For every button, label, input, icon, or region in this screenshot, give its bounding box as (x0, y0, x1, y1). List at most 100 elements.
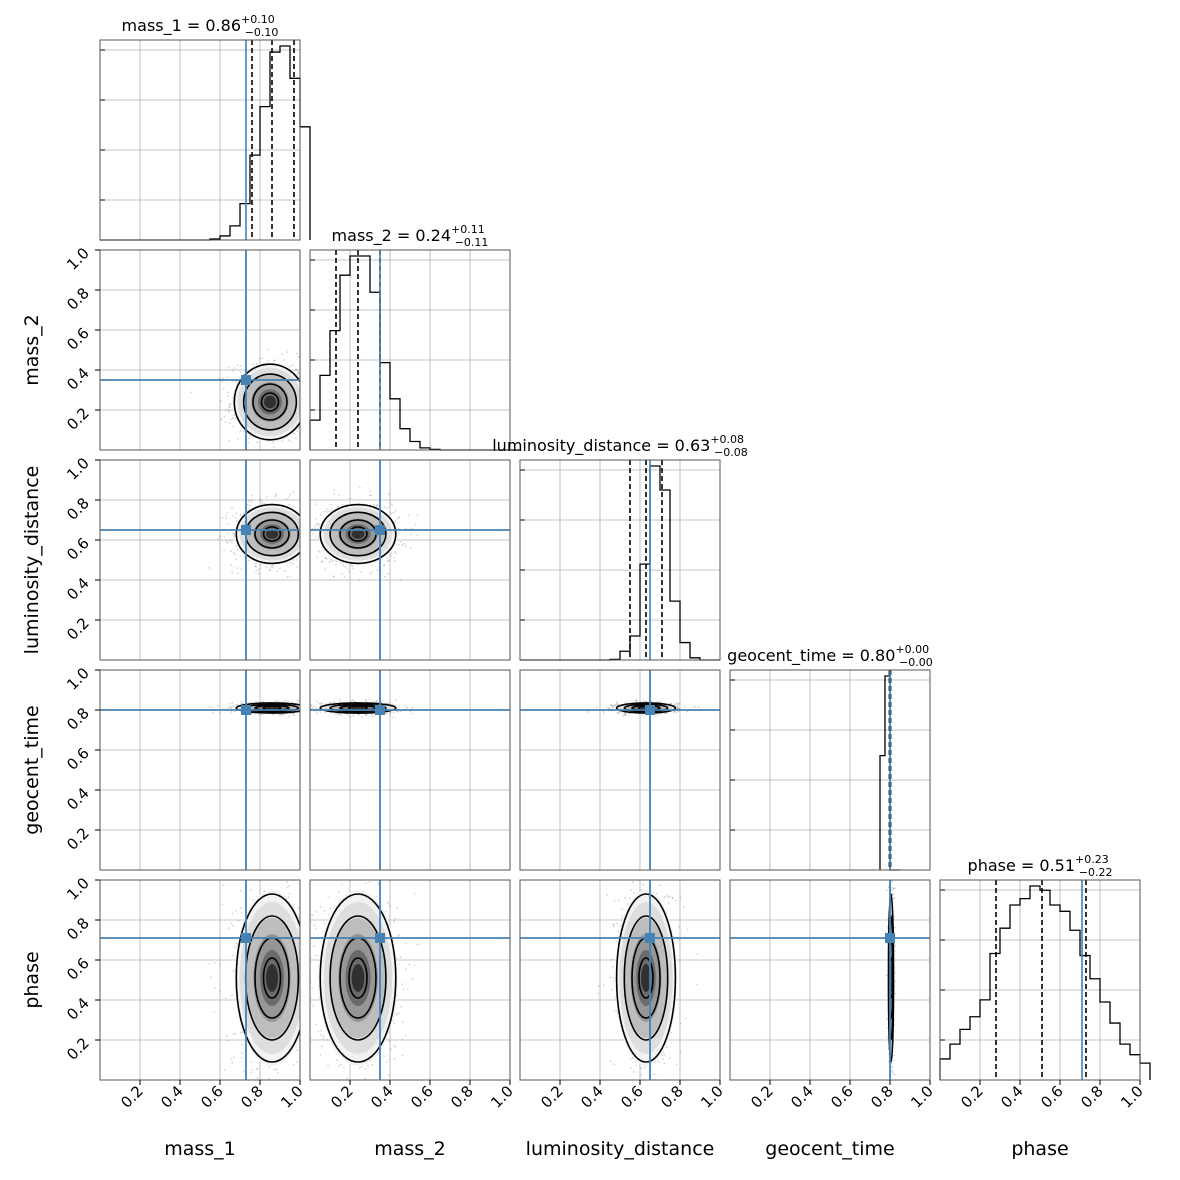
scatter-point (352, 567, 355, 570)
scatter-point (256, 1077, 259, 1079)
scatter-point (694, 706, 696, 708)
scatter-point (272, 441, 275, 444)
scatter-point (375, 700, 378, 703)
scatter-point (301, 708, 303, 710)
scatter-point (393, 551, 396, 553)
scatter-point (392, 511, 395, 514)
contour-0 (319, 702, 397, 714)
scatter-point (278, 713, 281, 716)
scatter-point (304, 974, 306, 976)
scatter-point (230, 707, 233, 710)
scatter-point (369, 490, 372, 493)
scatter-point (411, 706, 414, 709)
scatter-point (361, 716, 364, 719)
scatter-point (239, 1031, 242, 1034)
scatter-point (387, 559, 390, 562)
scatter-point (286, 881, 288, 884)
scatter-point (236, 567, 239, 569)
scatter-point (231, 507, 233, 509)
scatter-point (411, 712, 413, 715)
scatter-point (369, 494, 371, 497)
scatter-point (611, 704, 614, 707)
scatter-point (310, 705, 313, 707)
scatter-point (234, 909, 237, 912)
scatter-point (223, 415, 226, 418)
scatter-point (255, 566, 258, 569)
scatter-point (227, 410, 230, 413)
scatter-point (319, 711, 322, 713)
scatter-point (289, 575, 291, 578)
scatter-point (603, 712, 605, 715)
histogram-phase (939, 885, 1151, 1080)
scatter-point (391, 503, 393, 506)
scatter-point (233, 414, 235, 417)
scatter-point (616, 703, 619, 705)
scatter-point (342, 564, 345, 567)
scatter-point (303, 988, 305, 990)
scatter-point (247, 559, 250, 562)
scatter-point (240, 1056, 243, 1059)
scatter-point (267, 360, 270, 362)
scatter-point (394, 699, 397, 702)
scatter-point (351, 565, 354, 568)
scatter-point (353, 700, 356, 703)
scatter-point (302, 707, 304, 709)
scatter-point (391, 552, 393, 555)
scatter-point (364, 714, 367, 717)
scatter-point (228, 702, 231, 705)
scatter-point (239, 889, 242, 892)
scatter-point (231, 1061, 234, 1064)
scatter-point (305, 945, 307, 947)
scatter-point (386, 702, 389, 705)
scatter-point (602, 710, 605, 713)
scatter-point (258, 714, 261, 716)
scatter-point (274, 700, 277, 702)
scatter-point (397, 532, 400, 534)
scatter-point (304, 445, 306, 447)
scatter-point (387, 572, 390, 575)
scatter-point (250, 1071, 253, 1074)
scatter-point (622, 714, 625, 717)
scatter-point (260, 563, 262, 566)
scatter-point (231, 954, 234, 957)
scatter-point (676, 705, 679, 708)
scatter-point (306, 957, 308, 959)
scatter-point (296, 699, 299, 701)
scatter-point (269, 568, 271, 571)
panel-border (309, 669, 511, 871)
scatter-point (617, 703, 620, 706)
scatter-point (263, 1101, 265, 1103)
scatter-point (388, 493, 391, 495)
scatter-point (267, 1095, 269, 1097)
scatter-point (318, 523, 320, 526)
scatter-point (302, 397, 304, 399)
scatter-point (674, 704, 676, 707)
scatter-point (235, 545, 238, 548)
scatter-point (644, 700, 647, 703)
scatter-point (255, 570, 258, 573)
scatter-point (283, 359, 285, 361)
scatter-point (226, 532, 229, 534)
scatter-point (248, 437, 250, 440)
scatter-point (364, 698, 367, 701)
scatter-point (229, 402, 232, 405)
scatter-point (305, 704, 307, 706)
scatter-point (340, 561, 342, 564)
scatter-point (302, 705, 304, 707)
scatter-point (213, 961, 216, 964)
scatter-point (344, 565, 347, 568)
scatter-point (231, 418, 233, 421)
panel-border (939, 879, 1141, 1081)
scatter-point (358, 486, 361, 489)
scatter-point (247, 499, 250, 502)
scatter-point (670, 702, 673, 705)
scatter-point (373, 714, 376, 717)
scatter-point (301, 712, 303, 714)
scatter-point (370, 494, 372, 497)
scatter-point (297, 372, 300, 375)
panel-geocent_time-luminosity_distance (519, 669, 721, 871)
scatter-point (315, 522, 318, 525)
title-prefix: phase = 0.51 (968, 856, 1075, 875)
scatter-point (659, 701, 662, 704)
scatter-point (319, 704, 322, 706)
